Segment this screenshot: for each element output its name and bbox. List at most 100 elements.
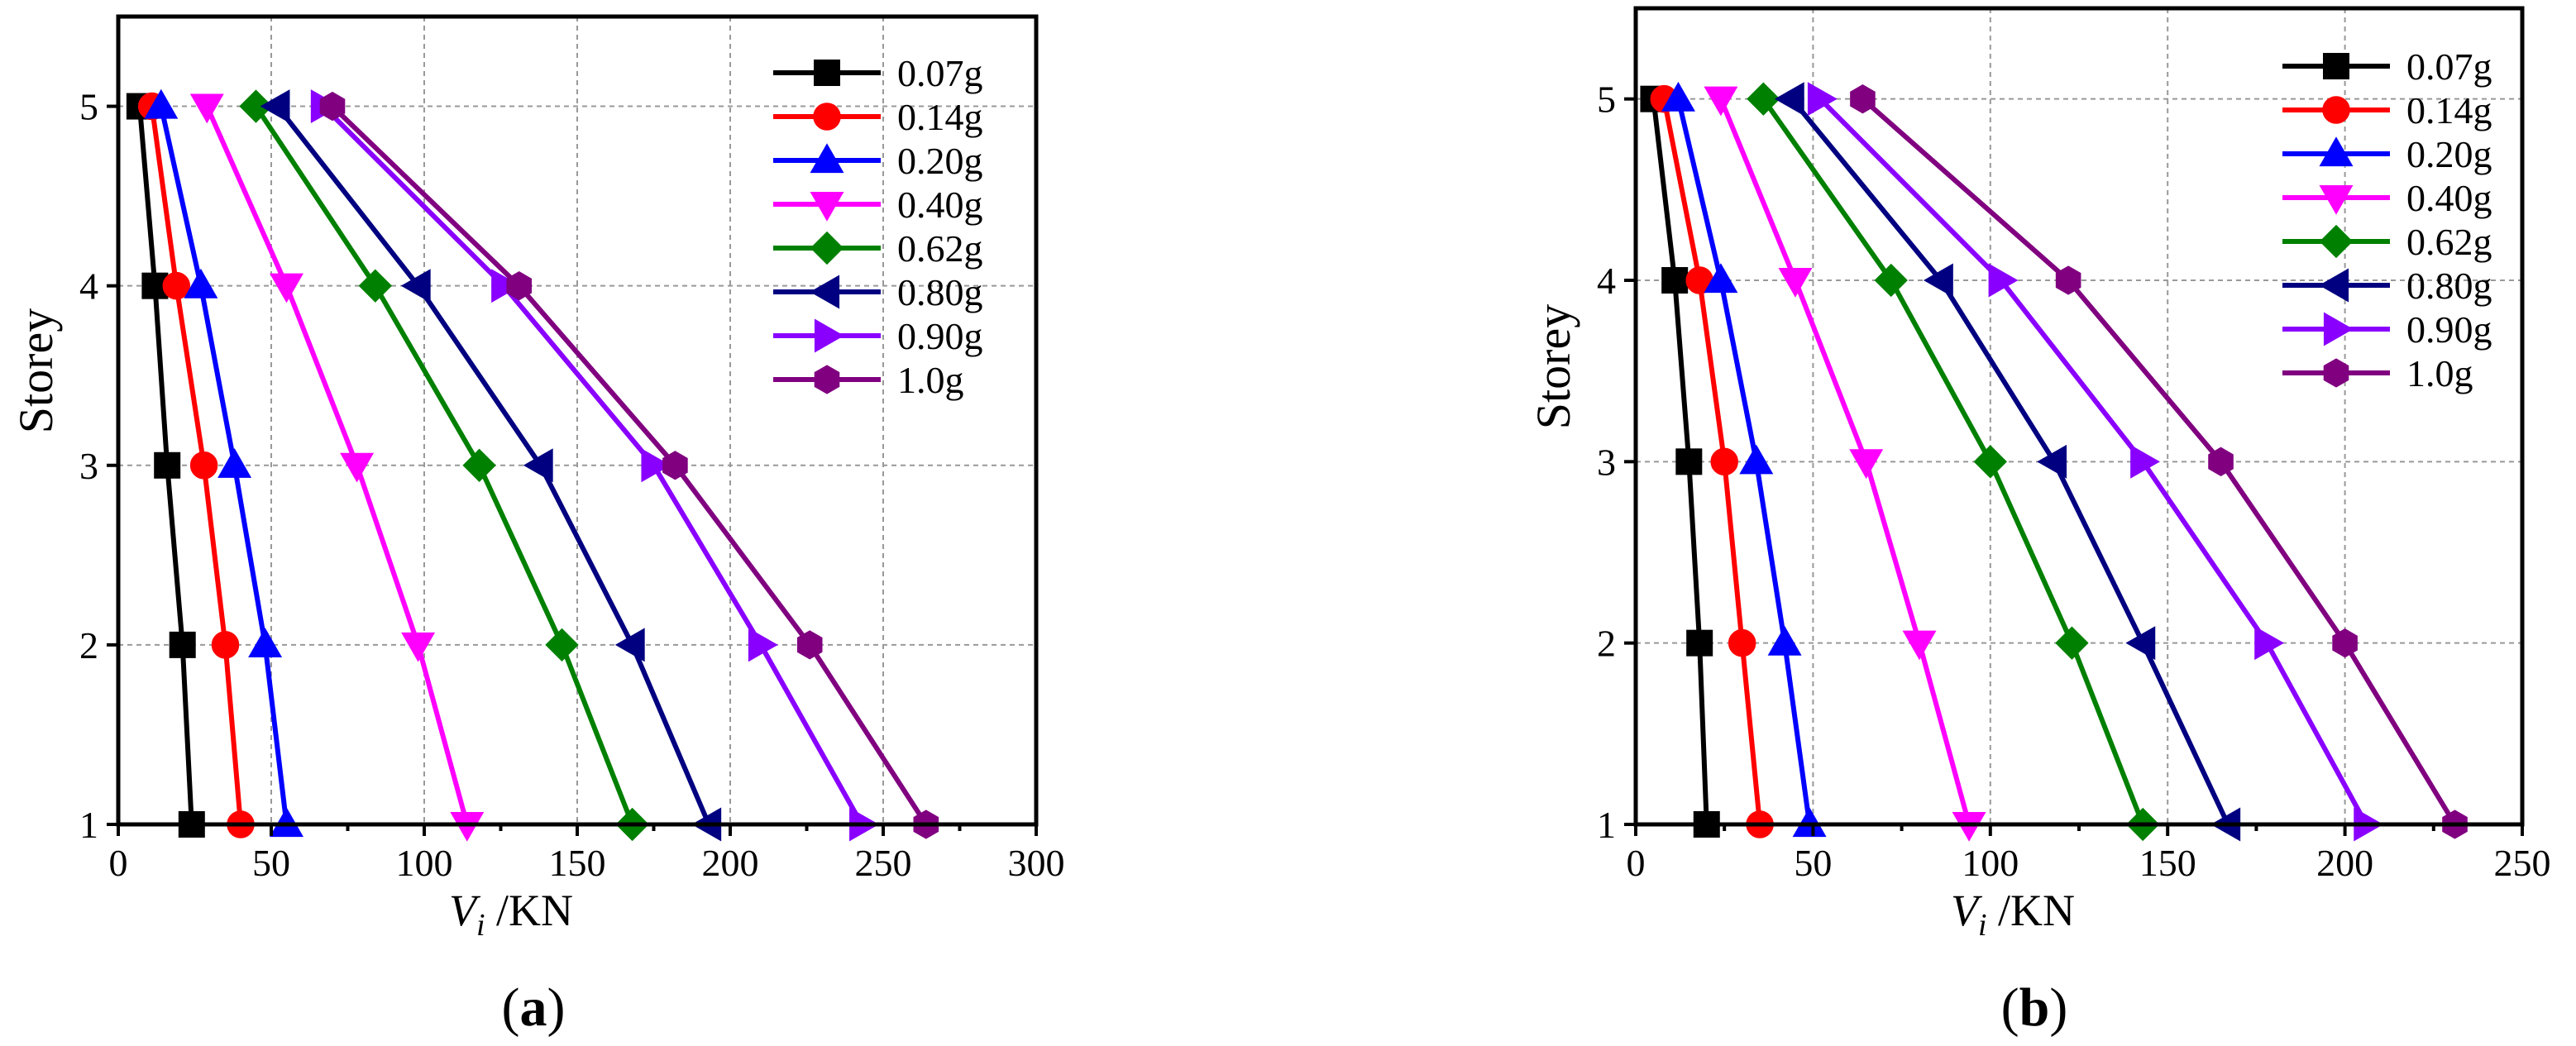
legend-marker (810, 275, 840, 309)
data-point (1704, 86, 1738, 117)
data-point (1988, 263, 2019, 298)
legend-item: 0.20g (2282, 133, 2492, 175)
legend-item: 0.62g (2282, 221, 2492, 263)
data-point (162, 271, 191, 300)
legend-item: 0.07g (773, 52, 983, 94)
chart-a: 0 50 100 150 200 250 300 1 2 3 4 5 Storey Vi /KN 0.07g… (9, 14, 1065, 1038)
legend-label: 0.20g (2406, 133, 2492, 175)
data-point (1686, 629, 1713, 657)
data-point (189, 451, 218, 480)
data-point (1807, 82, 1838, 117)
y-tick-label: 5 (1597, 79, 1616, 121)
legend-marker (813, 103, 841, 131)
data-point (491, 269, 521, 303)
legend-marker (814, 60, 840, 86)
data-point (141, 272, 169, 299)
series-0.20g (1661, 81, 1827, 838)
y-tick-label: 3 (79, 445, 98, 487)
series-0.14g (137, 92, 255, 838)
x-tick-label: 200 (2316, 842, 2373, 884)
data-point (662, 451, 688, 480)
panel-label-close: ) (2049, 977, 2067, 1038)
x-tick-label: 150 (2139, 842, 2196, 884)
data-point (545, 628, 579, 662)
data-point (1661, 81, 1695, 112)
legend-item: 0.20g (773, 140, 983, 182)
legend-item: 0.14g (773, 96, 983, 138)
x-tick-label: 200 (702, 842, 759, 884)
series-1.0g (1850, 84, 2468, 839)
x-tick-label: 0 (109, 842, 128, 884)
data-point (748, 628, 778, 662)
x-axis-label-subscript: i (1978, 908, 1987, 943)
panel-label-letter: a (520, 977, 547, 1038)
legend-label: 0.62g (2406, 221, 2492, 263)
data-point (462, 448, 496, 482)
x-tick-label: 100 (396, 842, 453, 884)
series-0.07g (1640, 85, 1720, 838)
data-point (1747, 82, 1780, 116)
legend-label: 0.90g (897, 315, 983, 357)
panel-label-letter: b (2019, 977, 2050, 1038)
data-point (1710, 447, 1738, 476)
plot-frame (1633, 6, 2525, 827)
series-1.0g (319, 91, 939, 839)
data-point (1778, 267, 1813, 298)
y-tick-label: 3 (1597, 441, 1616, 483)
data-point (2055, 626, 2089, 660)
data-point (358, 269, 392, 303)
data-point (506, 271, 532, 301)
legend-item: 0.40g (773, 184, 983, 226)
legend-item: 0.14g (2282, 89, 2492, 131)
legend-marker (810, 191, 844, 222)
y-tick-label: 2 (1597, 623, 1616, 665)
data-point (270, 273, 303, 303)
y-axis-label: Storey (9, 308, 63, 433)
legend-label: 0.40g (897, 184, 983, 226)
x-tick-label: 250 (855, 842, 912, 884)
series-0.14g (1650, 84, 1774, 838)
data-point (1675, 448, 1703, 475)
panel-label-close: ) (547, 977, 566, 1038)
series-0.62g (1747, 82, 2160, 842)
data-point (401, 632, 436, 662)
x-tick-label: 150 (549, 842, 606, 884)
legend-marker (2319, 268, 2349, 303)
legend-marker (810, 143, 844, 174)
legend-marker (814, 318, 844, 353)
legend-marker (2323, 312, 2354, 346)
y-tick-label: 1 (79, 804, 98, 846)
data-point (2254, 626, 2285, 661)
y-tick-label: 4 (79, 265, 98, 308)
data-point (154, 451, 181, 479)
y-tick-label: 5 (79, 86, 98, 128)
panel-label-open: ( (2001, 977, 2019, 1038)
series-0.40g (189, 93, 485, 842)
x-axis-label: Vi /KN (1951, 886, 2075, 943)
y-tick-label: 2 (79, 624, 98, 666)
data-point (1704, 263, 1738, 294)
data-point (184, 268, 218, 299)
data-point (523, 448, 553, 483)
x-tick-label: 0 (1627, 842, 1646, 884)
data-point (144, 88, 179, 119)
x-axis-label: Vi /KN (449, 886, 573, 943)
x-tick-label: 50 (1794, 842, 1832, 884)
x-axis-label-symbol: V (449, 886, 481, 935)
data-point (340, 452, 375, 483)
data-point (1739, 444, 1774, 475)
data-point (1924, 263, 1953, 298)
x-axis-label-symbol: V (1951, 886, 1983, 935)
legend-label: 1.0g (897, 359, 964, 401)
data-point (248, 628, 283, 657)
legend-label: 0.62g (897, 227, 983, 270)
legend-label: 0.14g (897, 96, 983, 138)
legend-label: 0.80g (2406, 265, 2492, 307)
panel-label: (a) (502, 977, 566, 1038)
data-point (1661, 267, 1689, 294)
legend-label: 0.90g (2406, 308, 2492, 351)
data-point (1874, 263, 1908, 298)
